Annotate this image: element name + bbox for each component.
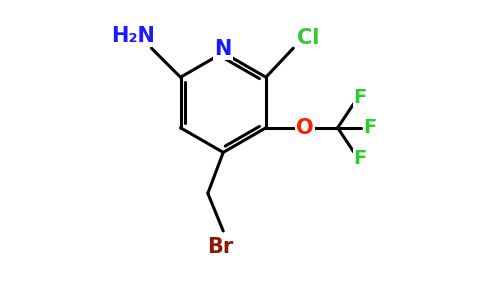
Text: N: N (214, 39, 232, 59)
Text: Cl: Cl (298, 28, 320, 48)
Text: F: F (353, 149, 366, 168)
Text: F: F (353, 88, 366, 106)
Text: O: O (296, 118, 314, 138)
Text: F: F (363, 118, 377, 137)
Text: Br: Br (207, 237, 233, 257)
Text: H₂N: H₂N (111, 26, 154, 46)
